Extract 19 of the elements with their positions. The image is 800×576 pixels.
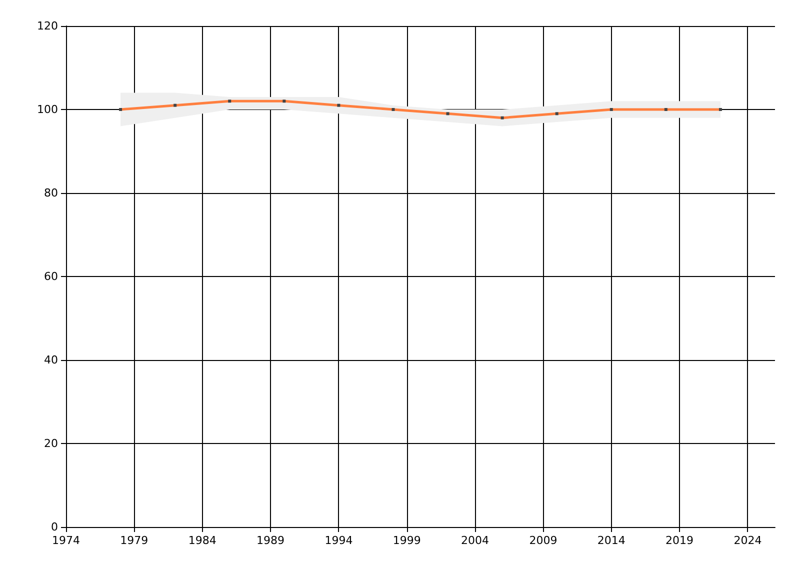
y-tick-label: 40 — [44, 354, 58, 366]
x-tick-label: 2014 — [597, 534, 626, 547]
x-tick-label: 1989 — [256, 534, 285, 547]
y-tick-label: 120 — [37, 20, 58, 32]
x-tick-label: 2019 — [666, 534, 694, 547]
line-series — [119, 100, 722, 120]
x-tick-label: 2009 — [529, 534, 558, 547]
x-tick-label: 1994 — [324, 534, 353, 547]
x-tick-label: 1984 — [188, 534, 216, 547]
x-tick-label: 1979 — [120, 534, 148, 547]
x-tick-label: 2004 — [461, 534, 490, 547]
y-tick-label: 100 — [37, 103, 58, 116]
x-tick-label: 2024 — [734, 534, 762, 547]
y-tick-label: 20 — [44, 437, 58, 450]
y-tick-label: 80 — [44, 186, 58, 200]
y-tick-label: 0 — [51, 520, 58, 534]
x-tick-label: 1974 — [52, 534, 80, 547]
y-tick-label: 60 — [44, 270, 58, 283]
x-tick-label: 1999 — [392, 534, 421, 547]
